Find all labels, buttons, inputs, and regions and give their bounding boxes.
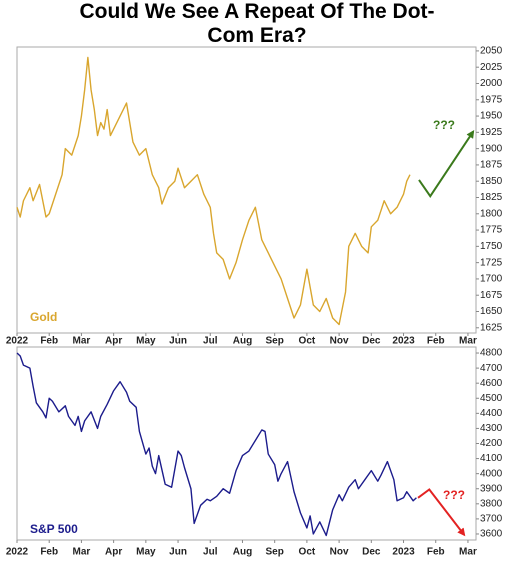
y-tick-label: 1850 xyxy=(480,176,503,187)
x-tick-label: Nov xyxy=(330,336,349,347)
projection-label: ??? xyxy=(443,488,465,502)
y-tick-label: 1950 xyxy=(480,111,503,122)
y-tick-label: 1650 xyxy=(480,306,503,317)
y-tick-label: 4400 xyxy=(480,408,503,419)
y-tick-label: 1675 xyxy=(480,290,503,301)
x-tick-label: Sep xyxy=(266,547,284,558)
y-tick-label: 3700 xyxy=(480,514,503,525)
x-tick-label: Mar xyxy=(73,336,91,347)
y-tick-label: 3800 xyxy=(480,498,503,509)
x-tick-label: Dec xyxy=(362,547,381,558)
y-tick-label: 1900 xyxy=(480,143,503,154)
y-tick-label: 4200 xyxy=(480,438,503,449)
y-tick-label: 1925 xyxy=(480,127,503,138)
x-tick-label: Apr xyxy=(105,336,122,347)
y-tick-label: 1975 xyxy=(480,94,503,105)
x-tick-label: Mar xyxy=(459,336,477,347)
x-tick-label: 2022 xyxy=(6,336,29,347)
plot-frame xyxy=(16,46,477,334)
y-tick-label: 2050 xyxy=(480,46,503,57)
y-tick-label: 1800 xyxy=(480,208,503,219)
y-tick-label: 4000 xyxy=(480,468,503,479)
y-tick-label: 1700 xyxy=(480,274,503,285)
y-tick-label: 1750 xyxy=(480,241,503,252)
y-tick-label: 4300 xyxy=(480,423,503,434)
projection-arrow xyxy=(418,130,475,198)
y-tick-label: 4700 xyxy=(480,363,503,374)
x-tick-label: Feb xyxy=(40,547,58,558)
x-tick-label: Feb xyxy=(427,336,445,347)
x-tick-label: Nov xyxy=(330,547,349,558)
x-tick-label: May xyxy=(136,547,156,558)
x-tick-label: Oct xyxy=(299,336,316,347)
x-tick-label: Feb xyxy=(427,547,445,558)
x-tick-label: Aug xyxy=(233,336,252,347)
x-tick-label: Mar xyxy=(459,547,477,558)
y-tick-label: 4100 xyxy=(480,453,503,464)
x-tick-label: Feb xyxy=(40,336,58,347)
x-tick-label: Jul xyxy=(203,336,218,347)
y-tick-label: 3900 xyxy=(480,483,503,494)
x-tick-label: Aug xyxy=(233,547,252,558)
y-tick-label: 3600 xyxy=(480,529,503,540)
y-tick-label: 1825 xyxy=(480,192,503,203)
x-tick-label: 2023 xyxy=(392,336,415,347)
x-tick-label: Mar xyxy=(73,547,91,558)
x-tick-label: Apr xyxy=(105,547,122,558)
projection-arrow xyxy=(417,488,466,537)
y-tick-label: 1875 xyxy=(480,160,503,171)
series-label: Gold xyxy=(30,310,57,324)
x-tick-label: 2022 xyxy=(6,547,29,558)
y-tick-label: 4800 xyxy=(480,348,503,359)
x-tick-label: Jun xyxy=(169,547,187,558)
y-tick-label: 1625 xyxy=(480,322,503,333)
plot-frame xyxy=(16,346,477,541)
y-tick-label: 2025 xyxy=(480,62,503,73)
chart-title: Could We See A Repeat Of The Dot-Com Era… xyxy=(79,0,435,47)
x-tick-label: 2023 xyxy=(392,547,415,558)
series-line xyxy=(16,56,411,326)
y-tick-label: 1775 xyxy=(480,225,503,236)
x-tick-label: Jul xyxy=(203,547,218,558)
series-label: S&P 500 xyxy=(30,522,78,536)
y-tick-label: 2000 xyxy=(480,78,503,89)
x-tick-label: Sep xyxy=(266,336,284,347)
x-tick-label: Oct xyxy=(299,547,316,558)
y-tick-label: 1725 xyxy=(480,257,503,268)
x-tick-label: Dec xyxy=(362,336,381,347)
projection-label: ??? xyxy=(433,118,455,132)
x-tick-label: May xyxy=(136,336,156,347)
y-tick-label: 4600 xyxy=(480,378,503,389)
series-line xyxy=(16,352,417,537)
x-tick-label: Jun xyxy=(169,336,187,347)
y-tick-label: 4500 xyxy=(480,393,503,404)
